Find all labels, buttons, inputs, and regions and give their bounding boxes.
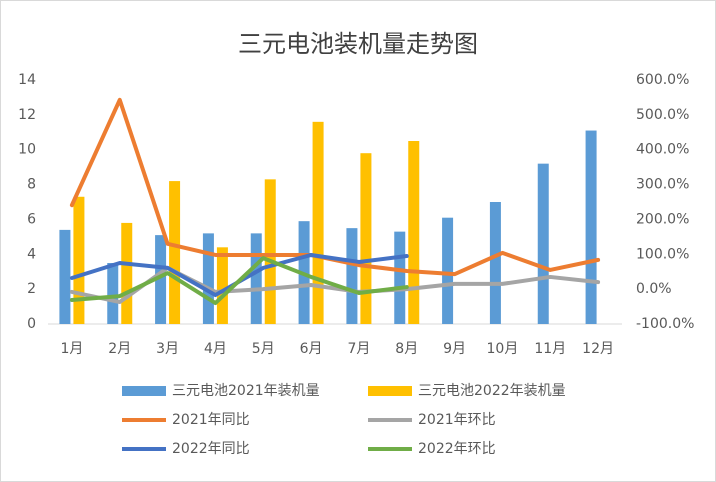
legend-label: 三元电池2021年装机量 [172, 383, 320, 399]
bar [264, 179, 276, 324]
bar [155, 235, 167, 324]
y-tick-label: 0 [27, 316, 36, 332]
y-tick-label: 4 [27, 246, 36, 262]
x-tick-label: 5月 [252, 341, 275, 357]
y-tick-label: 8 [27, 177, 36, 193]
y2-tick-label: 200.0% [636, 211, 689, 227]
legend-swatch [368, 386, 412, 396]
legend-swatch [122, 386, 166, 396]
bar [442, 217, 454, 324]
legend-label: 三元电池2022年装机量 [418, 383, 566, 399]
y2-tick-label: 300.0% [636, 177, 689, 193]
x-tick-label: 1月 [60, 341, 83, 357]
legend-label: 2022年环比 [418, 441, 496, 457]
bar [107, 263, 119, 324]
bar [394, 231, 406, 324]
y-tick-label: 14 [18, 72, 36, 88]
y2-tick-label: 100.0% [636, 246, 689, 262]
y-tick-label: 6 [27, 211, 36, 227]
x-tick-label: 9月 [443, 341, 466, 357]
x-tick-label: 6月 [300, 341, 323, 357]
x-tick-label: 2月 [108, 341, 131, 357]
bar [408, 141, 420, 324]
bar [346, 228, 358, 324]
bar [585, 130, 597, 324]
bar [73, 196, 85, 324]
legend-label: 2021年环比 [418, 412, 496, 428]
bar [59, 229, 71, 324]
legend-label: 2022年同比 [172, 441, 250, 457]
bar [216, 247, 228, 324]
legend-label: 2021年同比 [172, 412, 250, 428]
x-tick-label: 3月 [156, 341, 179, 357]
x-tick-label: 12月 [582, 341, 614, 357]
y2-tick-label: 500.0% [636, 107, 689, 123]
y-tick-label: 2 [27, 281, 36, 297]
line-series [69, 265, 601, 305]
bar [121, 222, 133, 324]
bar [537, 163, 549, 324]
bar [250, 233, 262, 324]
x-tick-label: 4月 [204, 341, 227, 357]
chart-title: 三元电池装机量走势图 [238, 30, 478, 58]
y2-tick-label: 0.0% [636, 281, 672, 297]
x-tick-label: 11月 [534, 341, 566, 357]
y-tick-label: 10 [18, 142, 36, 158]
x-tick-label: 10月 [487, 341, 519, 357]
bar [202, 233, 214, 324]
y2-tick-label: 600.0% [636, 72, 689, 88]
bar [169, 181, 181, 324]
bar [312, 121, 324, 324]
bar [360, 153, 372, 324]
x-tick-label: 7月 [347, 341, 370, 357]
x-tick-label: 8月 [395, 341, 418, 357]
bar [489, 202, 501, 324]
y2-tick-label: 400.0% [636, 142, 689, 158]
y2-tick-label: -100.0% [636, 316, 694, 332]
line-series [69, 256, 409, 306]
y-tick-label: 12 [18, 107, 36, 123]
